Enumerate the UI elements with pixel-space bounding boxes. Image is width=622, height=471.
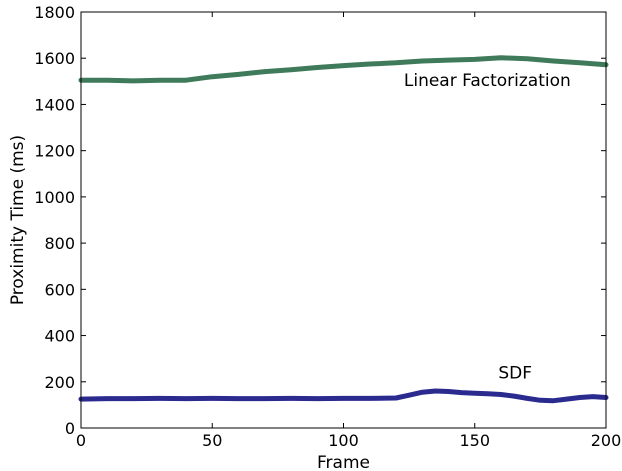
y-tick-label: 800: [44, 234, 75, 253]
y-tick-label: 200: [44, 373, 75, 392]
y-tick-label: 1600: [34, 49, 75, 68]
x-tick-label: 50: [202, 431, 222, 450]
x-tick-label: 200: [591, 431, 622, 450]
y-tick-label: 600: [44, 280, 75, 299]
x-axis-title: Frame: [317, 453, 370, 471]
y-tick-label: 1200: [34, 142, 75, 161]
plot-area: [78, 55, 609, 404]
y-axis-title: Proximity Time (ms): [8, 135, 28, 305]
series-line-1: [78, 388, 609, 404]
y-tick-label: 0: [65, 419, 75, 438]
series-annotation: Linear Factorization: [404, 71, 571, 91]
y-tick-label: 400: [44, 327, 75, 346]
annotations: Linear Factorization SDF: [404, 71, 571, 383]
x-tick-label: 150: [459, 431, 490, 450]
series-line-0: [78, 55, 609, 84]
y-tick-label: 1800: [34, 3, 75, 22]
series-annotation: SDF: [498, 363, 532, 383]
y-tick-label: 1400: [34, 95, 75, 114]
x-tick-label: 0: [76, 431, 86, 450]
axis-ticks: 0 50 100 150 200 0 200 400 600 800 1000 1200 1400 160…: [34, 3, 621, 450]
x-tick-label: 100: [328, 431, 359, 450]
y-tick-label: 1000: [34, 188, 75, 207]
